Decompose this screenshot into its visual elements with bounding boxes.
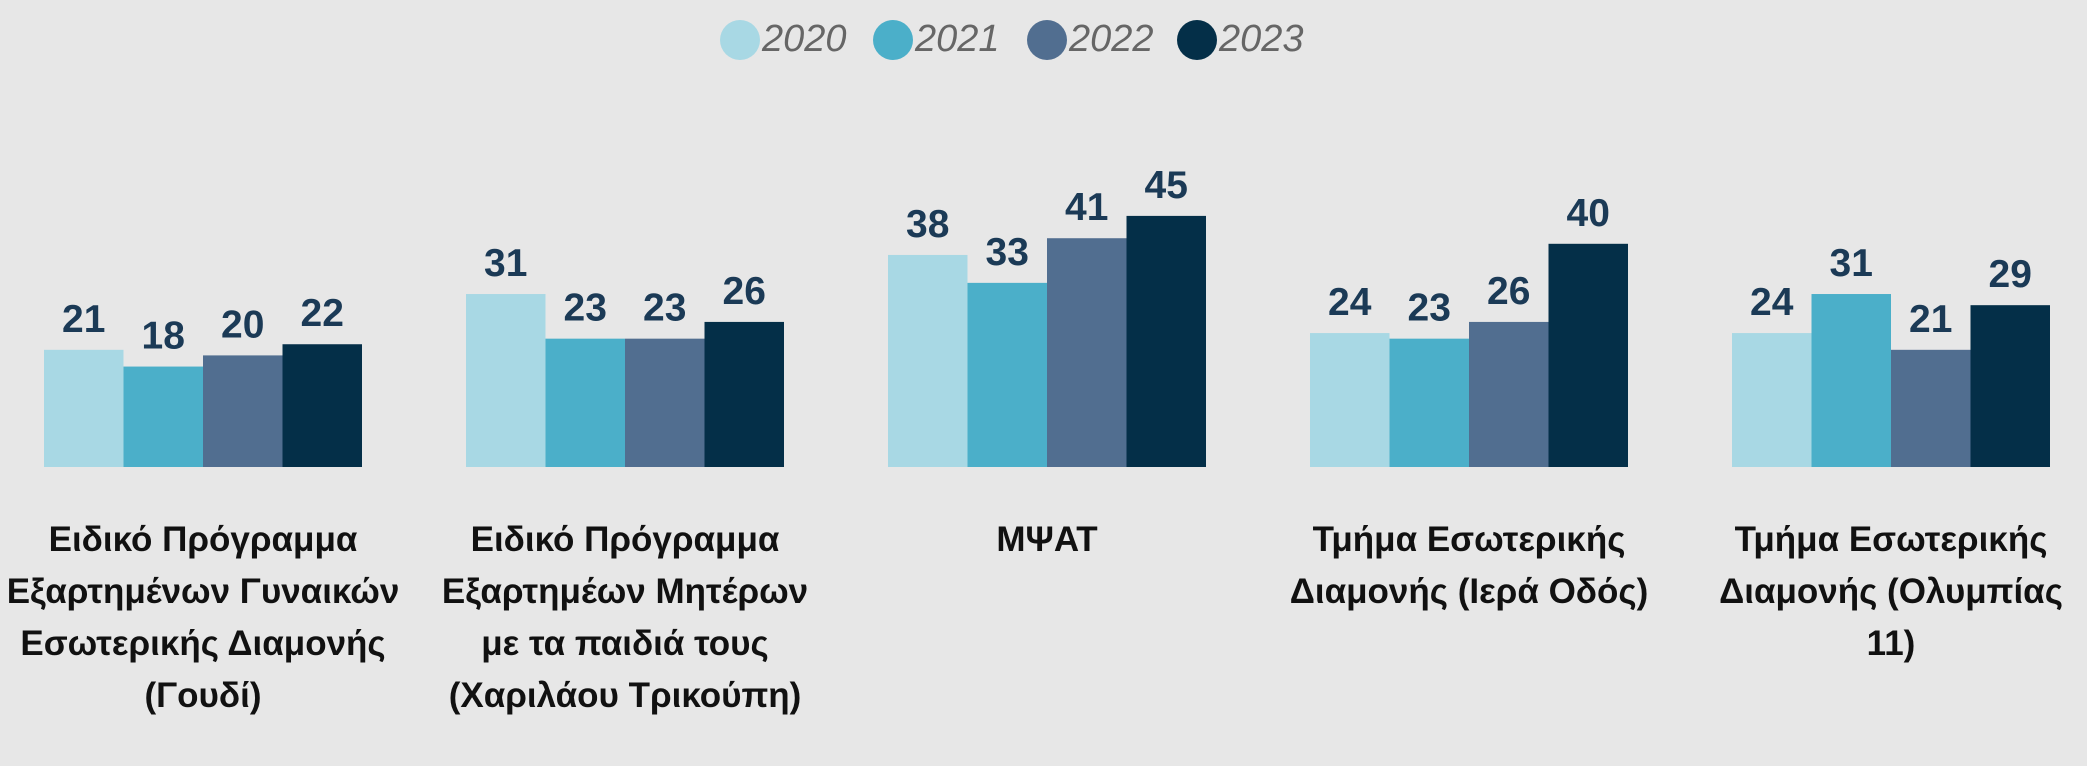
bar [1548,243,1628,467]
data-label: 38 [906,203,949,246]
data-label: 20 [221,303,264,346]
bar [1310,333,1390,467]
bar [888,254,968,467]
data-label: 23 [1408,287,1451,330]
data-label: 41 [1065,186,1108,229]
bar [1811,294,1891,467]
data-label: 31 [484,242,527,285]
data-label: 24 [1328,281,1372,324]
bar [466,294,546,467]
legend-label: 2022 [1068,18,1154,60]
category-label: Ειδικό Πρόγραμμα Εξαρτημέων Μητέρων με τ… [441,520,809,715]
data-label: 26 [723,270,766,313]
bar [1732,333,1812,467]
data-label: 21 [1909,298,1952,341]
legend-label: 2023 [1218,18,1304,60]
data-label: 23 [643,287,686,330]
data-label: 23 [564,287,607,330]
data-label: 40 [1567,192,1610,235]
bar [44,349,124,467]
bar [1970,305,2050,467]
bar [282,344,362,467]
bar [704,321,784,467]
data-label: 45 [1145,164,1188,207]
bar [625,338,705,467]
legend-swatch [873,20,913,60]
legend-label: 2021 [914,18,1000,60]
category-label: Ειδικό Πρόγραμμα Εξαρτημένων Γυναικών Εσ… [6,520,400,715]
data-label: 31 [1830,242,1873,285]
bar [1389,338,1469,467]
data-label: 29 [1989,253,2032,296]
legend-swatch [720,20,760,60]
bar [123,366,203,467]
legend-label: 2020 [761,18,847,60]
legend-swatch [1027,20,1067,60]
bar [967,282,1047,467]
bar [1891,349,1971,467]
category-label: Τμήμα Εσωτερικής Διαμονής (Ιερά Οδός) [1289,520,1649,611]
category-label: ΜΨΑΤ [996,520,1098,559]
data-label: 26 [1487,270,1530,313]
data-label: 18 [142,315,185,358]
data-label: 33 [986,231,1029,274]
bar [203,355,283,467]
bar [1047,238,1127,467]
data-label: 22 [301,292,344,335]
data-label: 21 [62,298,105,341]
legend-swatch [1177,20,1217,60]
bar [545,338,625,467]
bar [1469,321,1549,467]
category-label: Τμήμα Εσωτερικής Διαμονής (Ολυμπίας 11) [1719,520,2063,663]
bar [1126,215,1206,467]
data-label: 24 [1750,281,1794,324]
